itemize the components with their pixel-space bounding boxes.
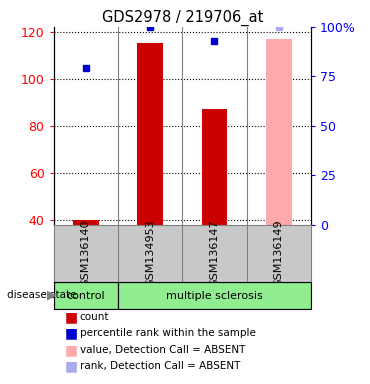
Bar <box>118 282 311 309</box>
Text: rank, Detection Call = ABSENT: rank, Detection Call = ABSENT <box>80 361 240 371</box>
Text: ■: ■ <box>65 310 78 324</box>
Text: GSM136140: GSM136140 <box>81 220 91 287</box>
Text: disease state: disease state <box>7 290 77 300</box>
Bar <box>137 43 163 225</box>
Text: GSM136149: GSM136149 <box>274 220 284 287</box>
Text: value, Detection Call = ABSENT: value, Detection Call = ABSENT <box>80 345 245 355</box>
Text: multiple sclerosis: multiple sclerosis <box>166 291 263 301</box>
Text: ■: ■ <box>65 326 78 340</box>
Text: control: control <box>67 291 105 301</box>
Text: ■: ■ <box>65 359 78 373</box>
Bar <box>54 282 118 309</box>
Bar <box>266 39 292 225</box>
Title: GDS2978 / 219706_at: GDS2978 / 219706_at <box>101 9 263 25</box>
Text: GSM134953: GSM134953 <box>145 220 155 287</box>
Bar <box>73 220 99 225</box>
Text: ▶: ▶ <box>47 288 57 301</box>
Text: count: count <box>80 312 109 322</box>
Bar <box>202 109 227 225</box>
Text: ■: ■ <box>65 343 78 357</box>
Text: percentile rank within the sample: percentile rank within the sample <box>80 328 255 338</box>
Text: GSM136147: GSM136147 <box>209 220 219 287</box>
